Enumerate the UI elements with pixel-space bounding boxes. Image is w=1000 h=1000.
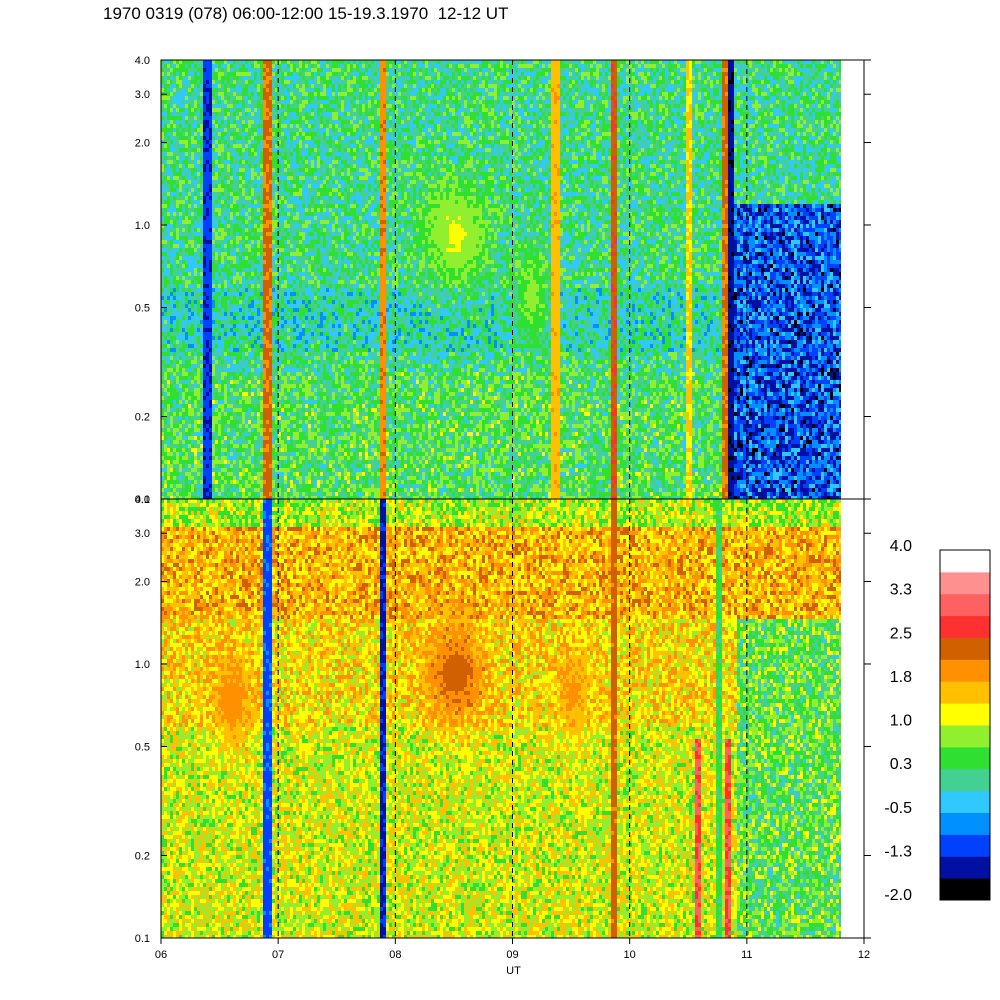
y-tick-label: 0.2 <box>135 851 150 863</box>
colorbar-label: 2.5 <box>890 625 912 642</box>
x-tick-label: 08 <box>389 949 401 961</box>
colorbar-swatch <box>940 747 990 769</box>
colorbar-swatch <box>940 572 990 594</box>
colorbar-label: -0.5 <box>884 800 912 817</box>
y-tick-label: 2.0 <box>135 137 150 149</box>
colorbar-swatch <box>940 638 990 660</box>
y-tick-label: 4.0 <box>135 55 150 67</box>
y-tick-label: 4.0 <box>135 494 150 506</box>
y-tick-label: 1.0 <box>135 220 150 232</box>
y-tick-label: 3.0 <box>135 528 150 540</box>
colorbar: 4.0 3.3 2.5 1.8 1.0 0.3 -0.5 -1.3 -2.0 <box>884 538 990 904</box>
colorbar-label: -2.0 <box>884 887 912 904</box>
x-tick-label: 10 <box>624 949 636 961</box>
x-tick-label: 12 <box>858 949 870 961</box>
colorbar-swatch <box>940 550 990 572</box>
y-tick-label: 0.1 <box>135 933 150 945</box>
colorbar-swatch <box>940 659 990 681</box>
colorbar-swatch <box>940 813 990 835</box>
y-tick-label: 3.0 <box>135 89 150 101</box>
y-tick-label: 0.5 <box>135 302 150 314</box>
colorbar-label: -1.3 <box>884 843 912 860</box>
colorbar-label: 0.3 <box>890 756 912 773</box>
panel-upper <box>161 60 864 499</box>
y-tick-label: 1.0 <box>135 659 150 671</box>
colorbar-swatch <box>940 878 990 900</box>
panel-lower <box>161 499 864 938</box>
y-tick-label: 0.5 <box>135 741 150 753</box>
colorbar-swatch <box>940 725 990 747</box>
colorbar-swatch <box>940 616 990 638</box>
colorbar-label: 3.3 <box>890 582 912 599</box>
colorbar-swatch <box>940 594 990 616</box>
y-tick-label: 2.0 <box>135 576 150 588</box>
colorbar-swatch <box>940 769 990 791</box>
colorbar-swatch <box>940 834 990 856</box>
x-tick-label: 09 <box>506 949 518 961</box>
x-axis-label: UT <box>506 965 521 977</box>
colorbar-swatch <box>940 791 990 813</box>
x-tick-label: 06 <box>155 949 167 961</box>
colorbar-swatch <box>940 681 990 703</box>
x-tick-label: 11 <box>741 949 752 961</box>
y-tick-label: 0.2 <box>135 412 150 424</box>
colorbar-label: 1.0 <box>890 713 912 730</box>
x-tick-label: 07 <box>272 949 284 961</box>
colorbar-label: 4.0 <box>890 538 912 555</box>
colorbar-label: 1.8 <box>890 669 912 686</box>
colorbar-swatch <box>940 856 990 878</box>
colorbar-swatch <box>940 703 990 725</box>
